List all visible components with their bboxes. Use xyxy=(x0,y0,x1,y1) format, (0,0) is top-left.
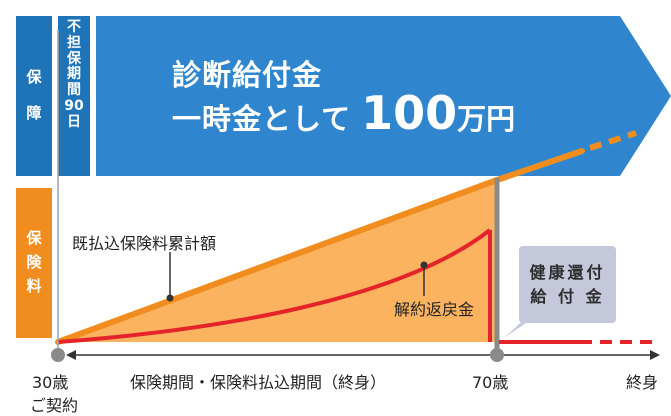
age-70-label: 70歳 xyxy=(472,373,509,392)
age-70-dot xyxy=(490,348,504,362)
surrender-refund-label: 解約返戻金 xyxy=(394,300,475,319)
surrender-refund-curve xyxy=(57,228,492,344)
no-coverage-char: 担 xyxy=(67,34,81,51)
benefit-unit: 万円 xyxy=(457,102,516,136)
benefit-subtitle-line: 一時金として 100万円 xyxy=(172,86,515,140)
premium-side-label: 保 険 料 xyxy=(16,188,52,338)
axis-arrow-left xyxy=(66,350,76,360)
coverage-char: 障 xyxy=(26,104,42,122)
coverage-char: 保 xyxy=(26,68,42,87)
lifetime-label: 終身 xyxy=(626,373,659,392)
no-coverage-char: 日 xyxy=(67,113,81,130)
no-coverage-char: 間 xyxy=(67,82,81,99)
contract-label: ご契約 xyxy=(30,396,79,415)
premium-line-dashed xyxy=(589,130,637,151)
health-refund-line2: 給 付 金 xyxy=(530,286,605,306)
coverage-side-label: 保 障 xyxy=(16,16,52,176)
premium-char: 料 xyxy=(26,276,42,295)
cumulative-premium-label: 既払込保険料累計額 xyxy=(72,234,217,253)
surrender-leader-dot xyxy=(420,261,428,269)
start-age-label: 30歳 xyxy=(32,373,69,392)
premium-leader-dot xyxy=(166,294,174,302)
no-coverage-char: 期 xyxy=(67,66,81,83)
no-coverage-period-label: 不 担 保 期 間 90 日 xyxy=(58,16,90,176)
no-coverage-char: 不 xyxy=(67,19,81,35)
no-coverage-char: 保 xyxy=(67,50,81,67)
benefit-arrow xyxy=(96,16,671,176)
health-refund-line1: 健康還付 xyxy=(529,262,606,282)
premium-char: 険 xyxy=(26,253,42,272)
benefit-title: 診断給付金 xyxy=(172,58,323,92)
health-refund-box: 健康還付 給 付 金 xyxy=(519,246,616,323)
cumulative-premium-line xyxy=(55,177,500,345)
axis-arrow-right xyxy=(650,350,660,360)
period-label: 保険期間・保険料払込期間（終身） xyxy=(130,373,387,392)
start-age-dot xyxy=(51,348,65,362)
benefit-amount: 100 xyxy=(361,86,458,140)
premium-line-continuation xyxy=(494,148,585,183)
benefit-subtitle: 一時金として xyxy=(172,102,352,136)
no-coverage-char: 90 xyxy=(64,98,84,115)
premium-char: 保 xyxy=(26,229,42,248)
